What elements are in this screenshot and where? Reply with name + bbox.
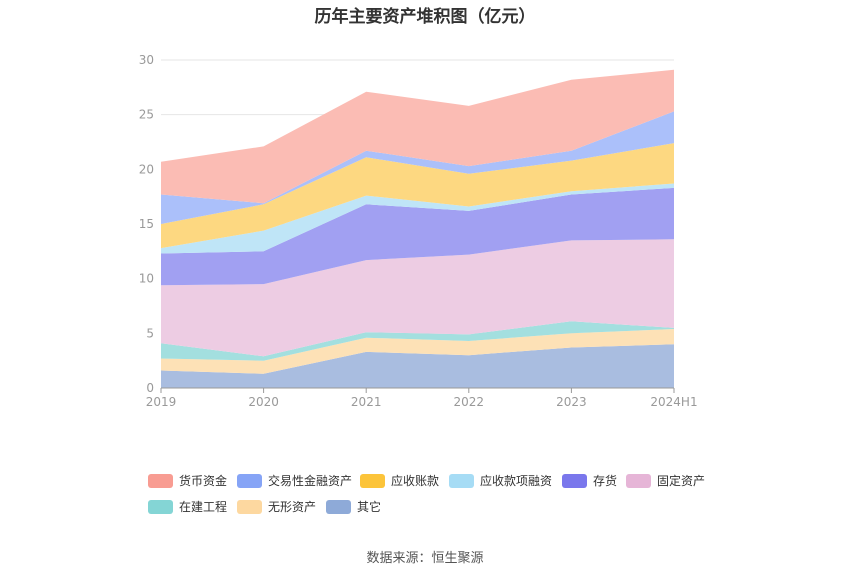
area-2 [161, 321, 674, 361]
x-tick-label: 2023 [556, 395, 587, 409]
x-tick-label: 2024H1 [650, 395, 697, 409]
stacked-area-chart: 0 5 10 15 20 25 30 2019 2020 2021 2022 2023 2024H1 [139, 53, 698, 409]
x-tick-label: 2020 [248, 395, 279, 409]
legend-item[interactable]: 应收账款 [360, 472, 439, 489]
legend-label: 无形资产 [268, 500, 317, 514]
area-4 [161, 187, 674, 286]
legend-swatch [626, 473, 651, 488]
legend-item[interactable]: 应收款项融资 [449, 472, 552, 489]
y-tick-label: 10 [139, 272, 154, 286]
legend-swatch [237, 473, 262, 488]
area-7 [161, 111, 674, 224]
legend-label: 应收账款 [391, 474, 440, 488]
legend-item[interactable]: 其它 [326, 498, 381, 515]
legend-swatch [148, 473, 173, 488]
area-6 [161, 143, 674, 249]
chart-title: 历年主要资产堆积图（亿元） [314, 7, 536, 27]
area-series [161, 69, 674, 388]
legend-label: 应收款项融资 [480, 474, 553, 488]
legend-swatch [449, 473, 474, 488]
legend-item[interactable]: 固定资产 [626, 472, 705, 489]
y-tick-label: 30 [139, 53, 154, 67]
area-3 [161, 239, 674, 357]
legend-label: 存货 [593, 474, 618, 488]
y-tick-label: 25 [139, 108, 154, 122]
legend-swatch [237, 499, 262, 514]
legend-item[interactable]: 在建工程 [148, 498, 227, 515]
y-tick-label: 5 [146, 326, 154, 340]
legend-label: 货币资金 [179, 474, 228, 488]
legend-label: 交易性金融资产 [268, 474, 353, 488]
legend-swatch [148, 499, 173, 514]
y-tick-label: 20 [139, 162, 154, 176]
x-tick-label: 2021 [351, 395, 382, 409]
y-tick-label: 0 [146, 381, 154, 395]
area-0 [161, 344, 674, 388]
area-8 [161, 69, 674, 204]
legend-swatch [326, 499, 351, 514]
legend-item[interactable]: 货币资金 [148, 472, 227, 489]
data-source: 数据来源：恒生聚源 [366, 551, 484, 566]
y-tick-label: 15 [139, 217, 154, 231]
legend-item[interactable]: 交易性金融资产 [237, 472, 352, 489]
legend-label: 固定资产 [657, 474, 706, 488]
axes: 0 5 10 15 20 25 30 2019 2020 2021 2022 2023 2024H1 [139, 53, 698, 409]
legend-item[interactable]: 无形资产 [237, 498, 316, 515]
x-tick-label: 2019 [146, 395, 177, 409]
legend-item[interactable]: 存货 [562, 472, 617, 489]
area-1 [161, 329, 674, 374]
legend-swatch [562, 473, 587, 488]
legend-label: 其它 [357, 500, 382, 514]
x-tick-label: 2022 [454, 395, 485, 409]
area-5 [161, 183, 674, 254]
legend-swatch [360, 473, 385, 488]
legend-label: 在建工程 [179, 500, 228, 514]
